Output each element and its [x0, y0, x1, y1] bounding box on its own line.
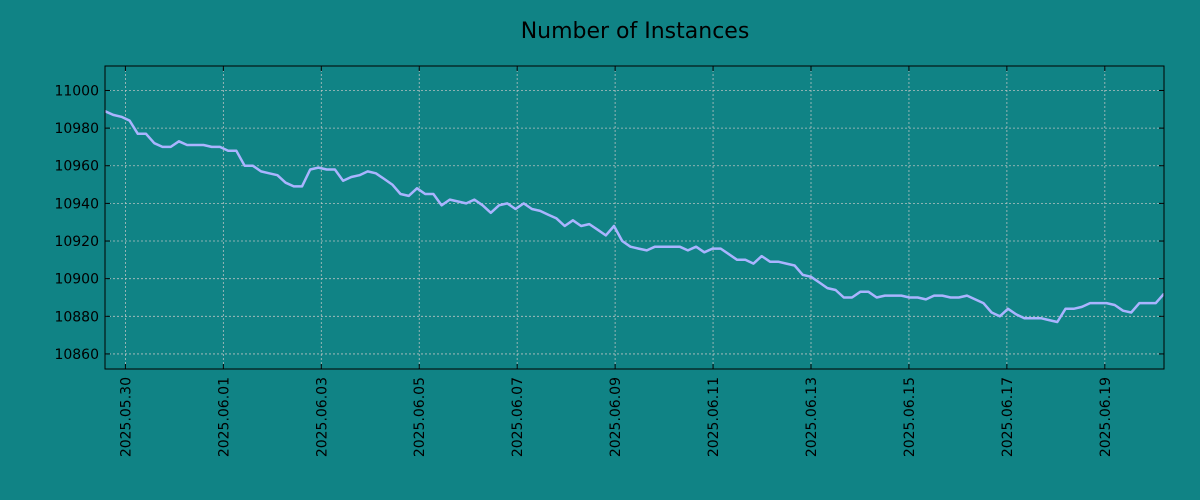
x-tick-label: 2025.06.17	[1000, 377, 1016, 457]
x-tick-label: 2025.05.30	[118, 377, 134, 457]
series-layer	[105, 110, 1164, 324]
grid-layer	[105, 66, 1164, 369]
x-tick-label: 2025.06.15	[902, 377, 918, 457]
y-tick-label: 11000	[54, 83, 99, 99]
y-axis: 10860 10880 10900 10920 10940 10960 10980 11000	[54, 83, 1164, 363]
x-tick-label: 2025.06.07	[510, 377, 526, 457]
y-tick-label: 10960	[54, 159, 99, 175]
y-tick-label: 10940	[54, 196, 99, 212]
y-tick-label: 10900	[54, 272, 99, 288]
y-tick-label: 10860	[54, 347, 99, 363]
y-tick-label: 10920	[54, 234, 99, 250]
chart-title: Number of Instances	[521, 19, 750, 44]
x-tick-label: 2025.06.05	[412, 377, 428, 457]
series-line	[105, 110, 1164, 324]
y-tick-label: 10880	[54, 309, 99, 325]
plot-frame	[104, 65, 1165, 370]
x-tick-label: 2025.06.13	[804, 377, 820, 457]
y-tick-label: 10980	[54, 121, 99, 137]
x-tick-label: 2025.06.11	[706, 377, 722, 457]
x-axis: 2025.05.30 2025.06.01 2025.06.03 2025.06.05…	[118, 66, 1114, 457]
x-tick-label: 2025.06.03	[314, 377, 330, 457]
x-tick-label: 2025.06.09	[608, 377, 624, 457]
x-tick-label: 2025.06.19	[1098, 377, 1114, 457]
x-tick-label: 2025.06.01	[216, 377, 232, 457]
